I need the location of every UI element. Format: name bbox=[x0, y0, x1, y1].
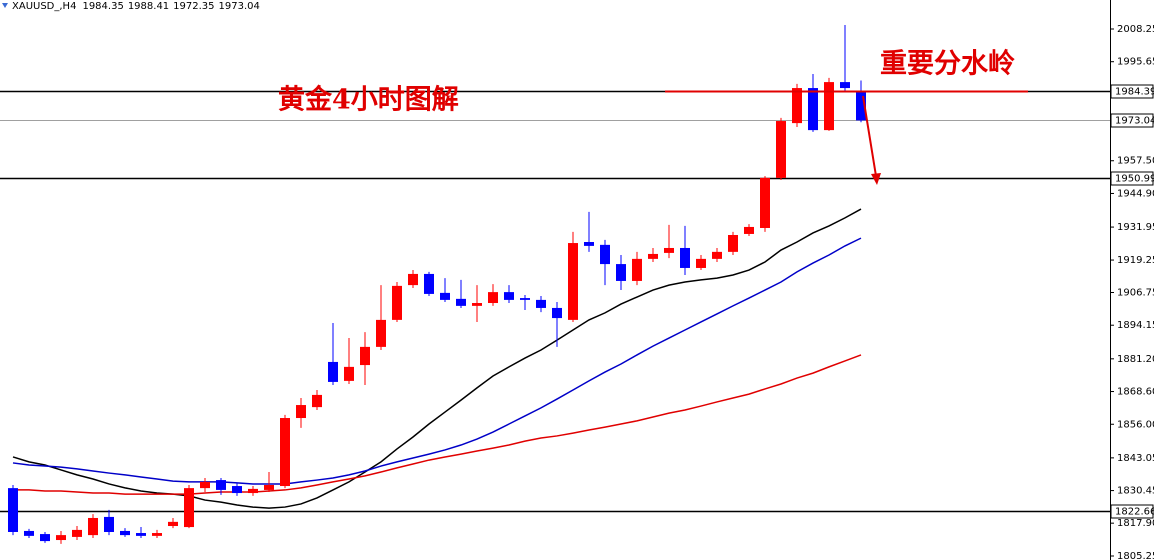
candle-body bbox=[328, 361, 338, 382]
level-label-box bbox=[1110, 504, 1154, 519]
level-label-box bbox=[1110, 171, 1154, 186]
annotation-key-level: 重要分水岭 bbox=[880, 49, 1015, 80]
candle-body bbox=[536, 299, 546, 308]
candle-body bbox=[552, 307, 562, 319]
y-tick-label: 1944.90 bbox=[1117, 188, 1154, 199]
candle-body bbox=[440, 292, 450, 300]
candle-body bbox=[664, 247, 674, 253]
candle-body bbox=[632, 258, 642, 281]
level-label: 1950.99 bbox=[1115, 174, 1154, 185]
candle-body bbox=[344, 366, 354, 381]
y-tick-label: 1995.65 bbox=[1117, 57, 1154, 68]
arrow-head bbox=[871, 173, 881, 185]
y-tick-label: 1881.20 bbox=[1117, 354, 1154, 365]
candle-body bbox=[616, 264, 626, 281]
candle-body bbox=[104, 516, 114, 532]
plot-area bbox=[0, 24, 1110, 544]
candle-body bbox=[376, 319, 386, 347]
y-tick-label: 1843.05 bbox=[1117, 453, 1154, 464]
candle-body bbox=[8, 488, 18, 532]
y-tick-label: 1805.25 bbox=[1117, 551, 1154, 560]
y-tick-label: 1868.60 bbox=[1117, 387, 1154, 398]
candle-body bbox=[808, 88, 818, 131]
candle-body bbox=[296, 405, 306, 419]
candle-body bbox=[744, 226, 754, 234]
candle-body bbox=[696, 258, 706, 268]
moving-average bbox=[12, 237, 862, 485]
candle-body bbox=[184, 488, 194, 528]
header-high: 1988.41 bbox=[128, 1, 169, 12]
candle-body bbox=[504, 292, 514, 300]
candle-body bbox=[120, 530, 130, 536]
y-tick-label: 1817.90 bbox=[1117, 518, 1154, 529]
candle-body bbox=[232, 486, 242, 494]
candle-body bbox=[72, 529, 82, 537]
candle-body bbox=[792, 88, 802, 124]
candle-body bbox=[680, 247, 690, 268]
y-tick-label: 1830.45 bbox=[1117, 486, 1154, 497]
candle-body bbox=[88, 517, 98, 536]
level-label: 1822.66 bbox=[1115, 507, 1154, 518]
level-label: 1984.39 bbox=[1115, 87, 1154, 98]
candle-body bbox=[856, 91, 866, 121]
y-tick-label: 1957.50 bbox=[1117, 156, 1154, 167]
y-tick-label: 1931.95 bbox=[1117, 222, 1154, 233]
moving-average bbox=[13, 354, 862, 495]
candle-body bbox=[712, 251, 722, 259]
candle-body bbox=[600, 244, 610, 265]
candle-body bbox=[40, 534, 50, 542]
symbol-icon bbox=[2, 3, 8, 8]
candle-body bbox=[456, 298, 466, 306]
candle-body bbox=[648, 253, 658, 259]
y-tick-label: 1919.25 bbox=[1117, 255, 1154, 266]
candle-body bbox=[488, 292, 498, 304]
candle-body bbox=[760, 177, 770, 228]
moving-average bbox=[12, 208, 862, 509]
candle-body bbox=[520, 298, 530, 300]
candle-body bbox=[200, 481, 210, 489]
candle-body bbox=[824, 82, 834, 131]
annotation-title: 黄金4小时图解 bbox=[278, 84, 459, 116]
candle-body bbox=[392, 285, 402, 320]
candle-body bbox=[312, 394, 322, 408]
header-low: 1972.35 bbox=[173, 1, 214, 12]
candle-body bbox=[472, 303, 482, 306]
y-tick-label: 1906.75 bbox=[1117, 288, 1154, 299]
candle-body bbox=[152, 533, 162, 536]
header-open: 1984.35 bbox=[82, 1, 123, 12]
candle-body bbox=[136, 533, 146, 536]
candle-body bbox=[168, 521, 178, 527]
header-close: 1973.04 bbox=[219, 1, 260, 12]
candle-body bbox=[360, 346, 370, 366]
candle-body bbox=[408, 273, 418, 286]
level-label-box bbox=[1110, 113, 1154, 128]
y-tick-label: 2008.25 bbox=[1117, 24, 1154, 35]
y-tick-label: 1856.00 bbox=[1117, 419, 1154, 430]
candle-body bbox=[584, 242, 594, 246]
candle-body bbox=[56, 535, 66, 541]
level-label: 1973.04 bbox=[1115, 116, 1154, 127]
candle-body bbox=[840, 82, 850, 89]
arrow-shaft bbox=[862, 95, 877, 177]
header: XAUUSD_,H4 1984.35 1988.41 1972.35 1973.04 bbox=[12, 1, 260, 12]
level-label-box bbox=[1110, 84, 1154, 99]
candle-body bbox=[264, 484, 274, 490]
candle-body bbox=[216, 480, 226, 490]
y-tick-label: 1894.15 bbox=[1117, 320, 1154, 331]
candle-body bbox=[776, 121, 786, 178]
candle-body bbox=[424, 273, 434, 294]
candle-body bbox=[280, 418, 290, 487]
candle-body bbox=[24, 530, 34, 536]
candle-body bbox=[728, 234, 738, 252]
candle-body bbox=[568, 243, 578, 320]
candle-body bbox=[248, 488, 258, 494]
symbol-title: XAUUSD_,H4 bbox=[12, 1, 76, 12]
